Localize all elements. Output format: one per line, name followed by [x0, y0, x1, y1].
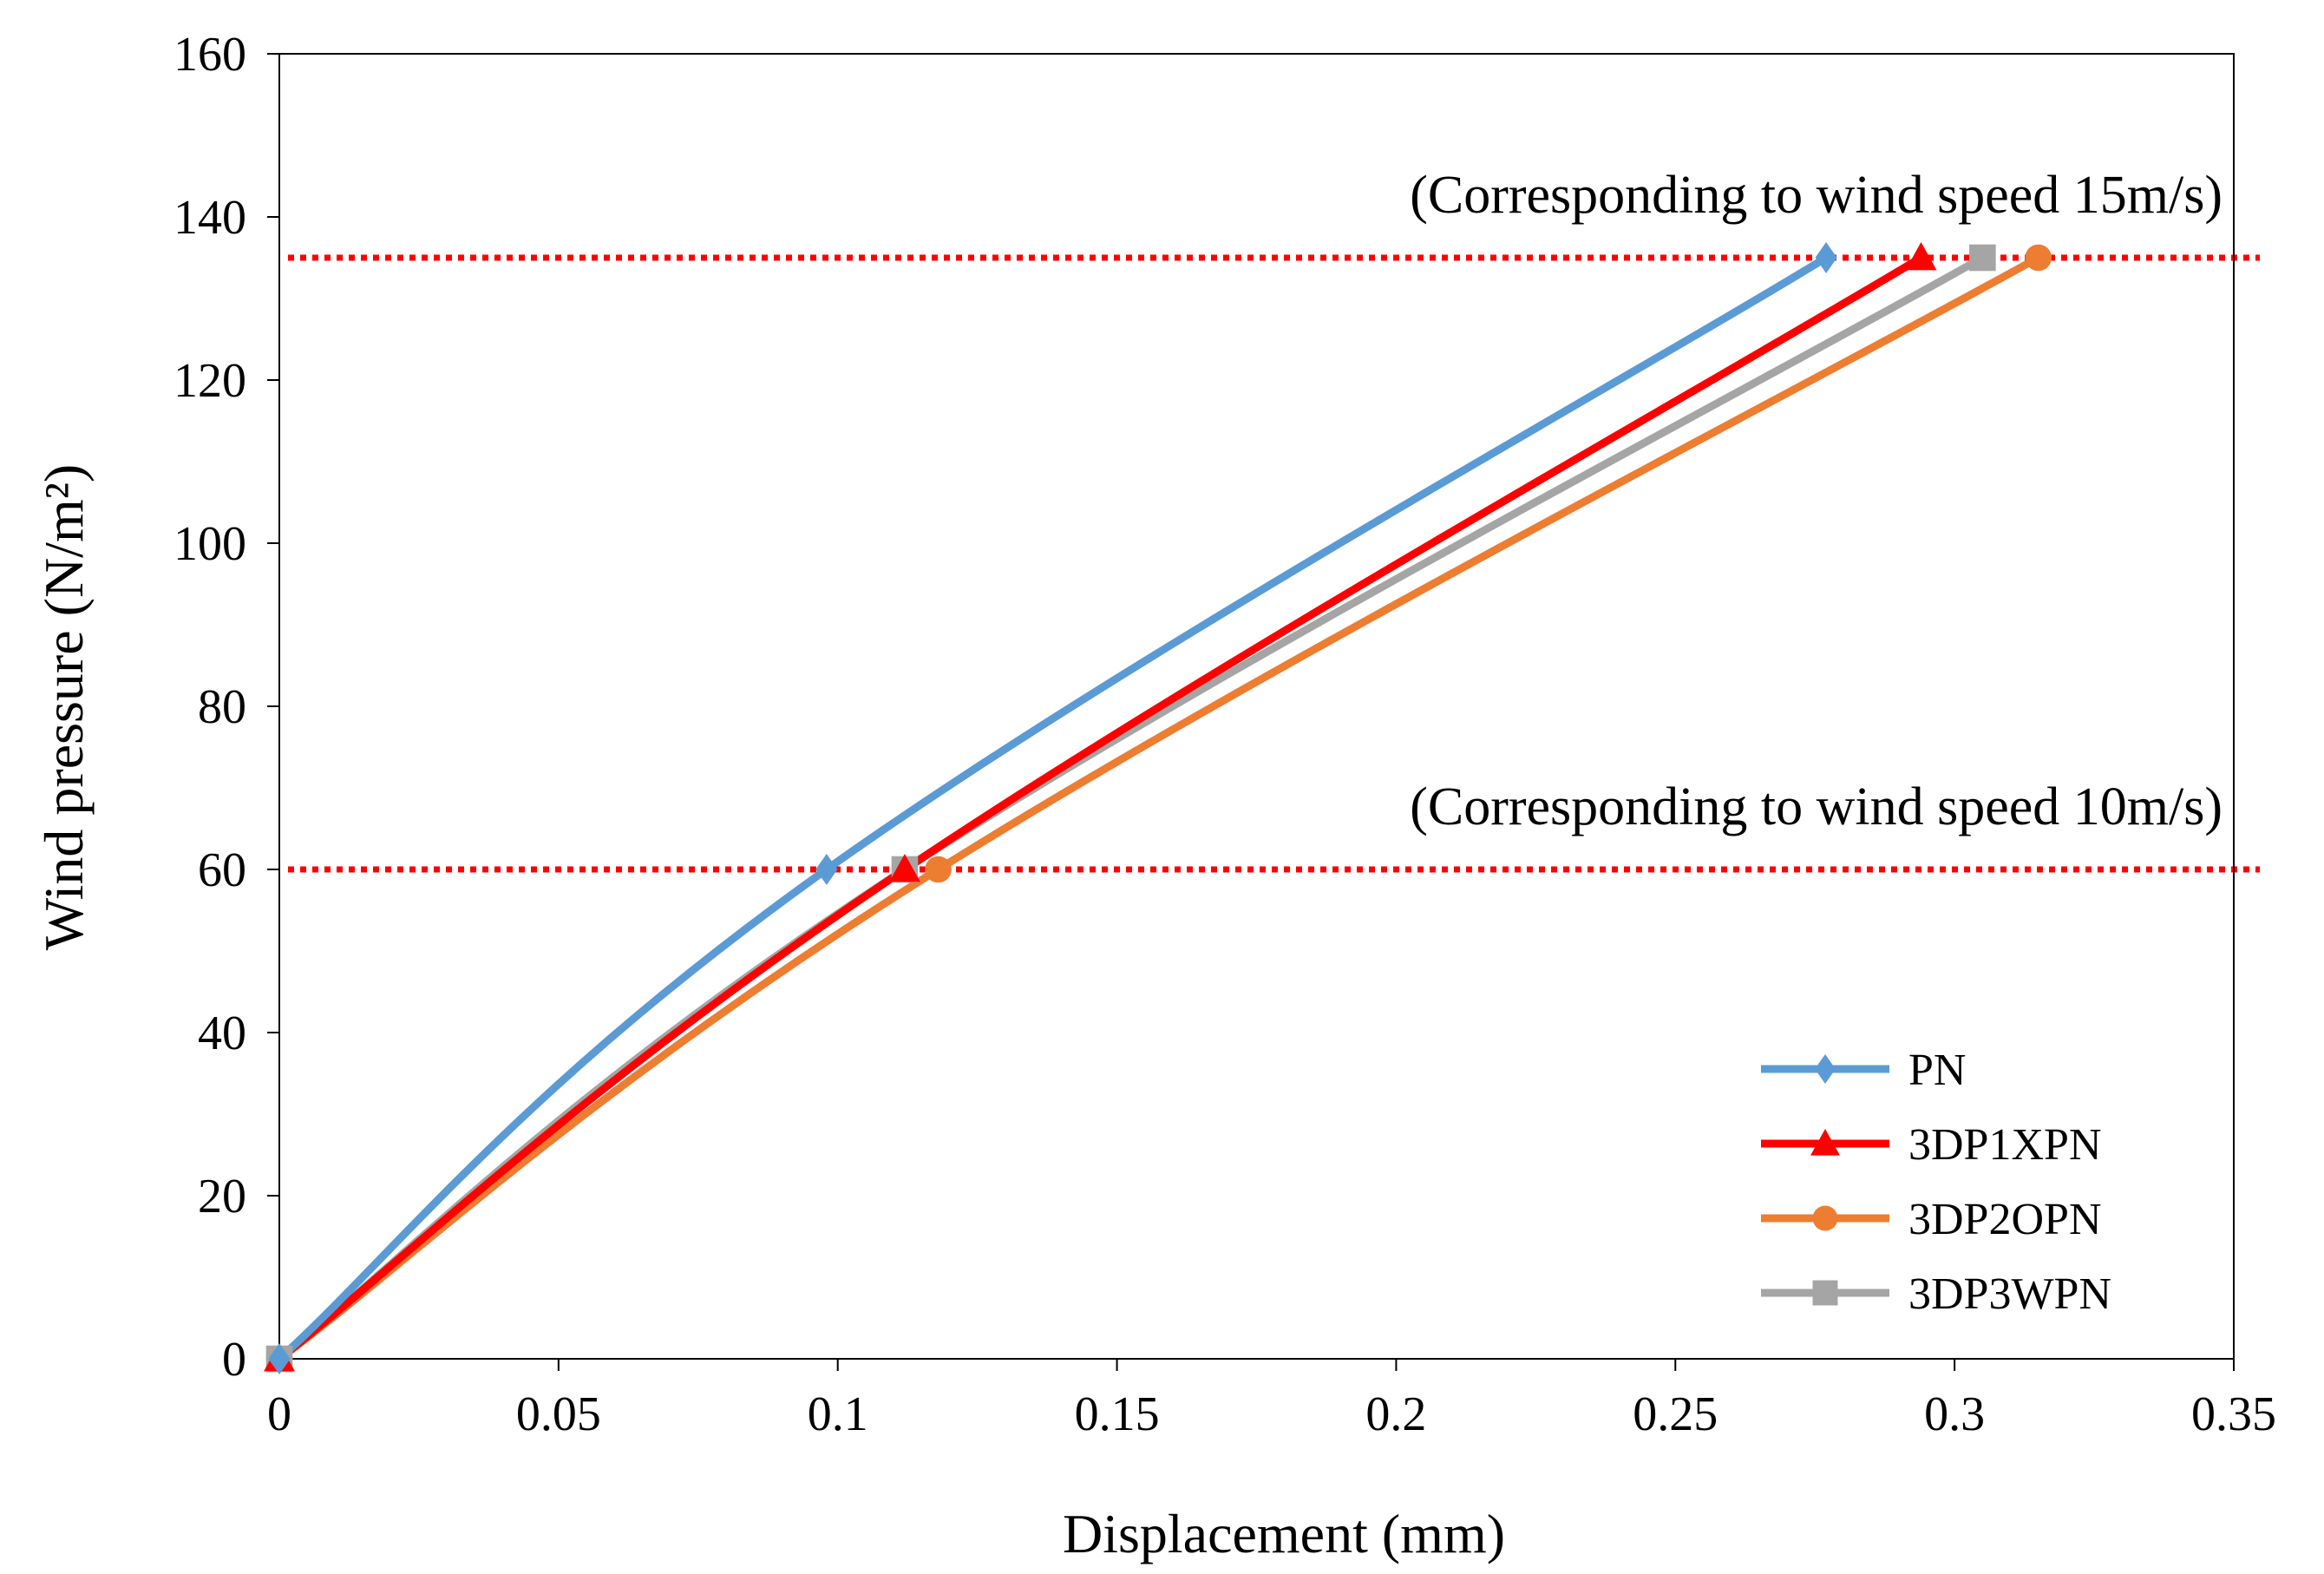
legend-label-3dp1xpn: 3DP1XPN: [1908, 1120, 2102, 1170]
axes: 0 0.05 0.1 0.15 0.2 0.25 0.3 0.35 0 20 40 60 80 100 12…: [173, 28, 2276, 1441]
y-tick-label: 40: [198, 1007, 246, 1060]
x-tick-label: 0.35: [2191, 1387, 2276, 1441]
data-point-pn: [1815, 242, 1837, 273]
x-tick-label: 0.3: [1924, 1387, 1985, 1441]
y-tick-label: 160: [173, 28, 246, 82]
legend-label-pn: PN: [1908, 1046, 1966, 1095]
x-tick-label: 0.15: [1075, 1387, 1160, 1441]
data-point-3dp2opn: [2025, 244, 2052, 272]
y-axis-title: Wind pressure (N/m²): [33, 464, 95, 950]
y-tick-label: 120: [173, 354, 246, 408]
series-line-3dp1xpn: [275, 253, 1926, 1363]
annotation-60: (Corresponding to wind speed 10m/s): [1410, 777, 2223, 836]
x-tick-label: 0.1: [808, 1387, 868, 1441]
legend-marker-3dp1xpn: [1810, 1129, 1840, 1156]
series-line-pn: [275, 253, 1830, 1363]
legend-marker-3dp3wpn: [1812, 1280, 1838, 1306]
annotation-135: (Corresponding to wind speed 15m/s): [1410, 166, 2223, 225]
series-line-3dp2opn: [275, 253, 2043, 1363]
y-tick-label: 80: [198, 680, 246, 734]
data-point-pn: [268, 1343, 291, 1374]
x-tick-label: 0.2: [1365, 1387, 1426, 1441]
series-group: [264, 242, 2052, 1374]
y-tick-label: 20: [198, 1170, 246, 1223]
y-tick-label: 100: [173, 517, 246, 571]
legend-marker-pn: [1815, 1054, 1836, 1084]
x-tick-label: 0.05: [516, 1387, 601, 1441]
annotations: (Corresponding to wind speed 15m/s) (Corr…: [1410, 166, 2223, 836]
y-tick-label: 0: [222, 1333, 246, 1387]
legend-marker-3dp2opn: [1812, 1205, 1838, 1231]
data-point-pn: [815, 854, 838, 885]
legend-label-3dp3wpn: 3DP3WPN: [1908, 1269, 2111, 1319]
reference-lines: [288, 254, 2260, 873]
legend-label-3dp2opn: 3DP2OPN: [1908, 1195, 2102, 1244]
data-point-3dp1xpn: [1905, 242, 1937, 271]
data-point-3dp1xpn: [888, 854, 920, 882]
x-tick-label: 0.25: [1633, 1387, 1718, 1441]
legend: PN 3DP1XPN 3DP2OPN 3DP3WPN: [1761, 1046, 2111, 1319]
data-point-3dp3wpn: [1969, 244, 1996, 272]
data-point-3dp2opn: [925, 856, 952, 883]
y-tick-label: 60: [198, 843, 246, 897]
y-tick-label: 140: [173, 191, 246, 245]
x-axis-title: Displacement (mm): [1063, 1503, 1505, 1564]
x-tick-label: 0: [267, 1387, 291, 1441]
